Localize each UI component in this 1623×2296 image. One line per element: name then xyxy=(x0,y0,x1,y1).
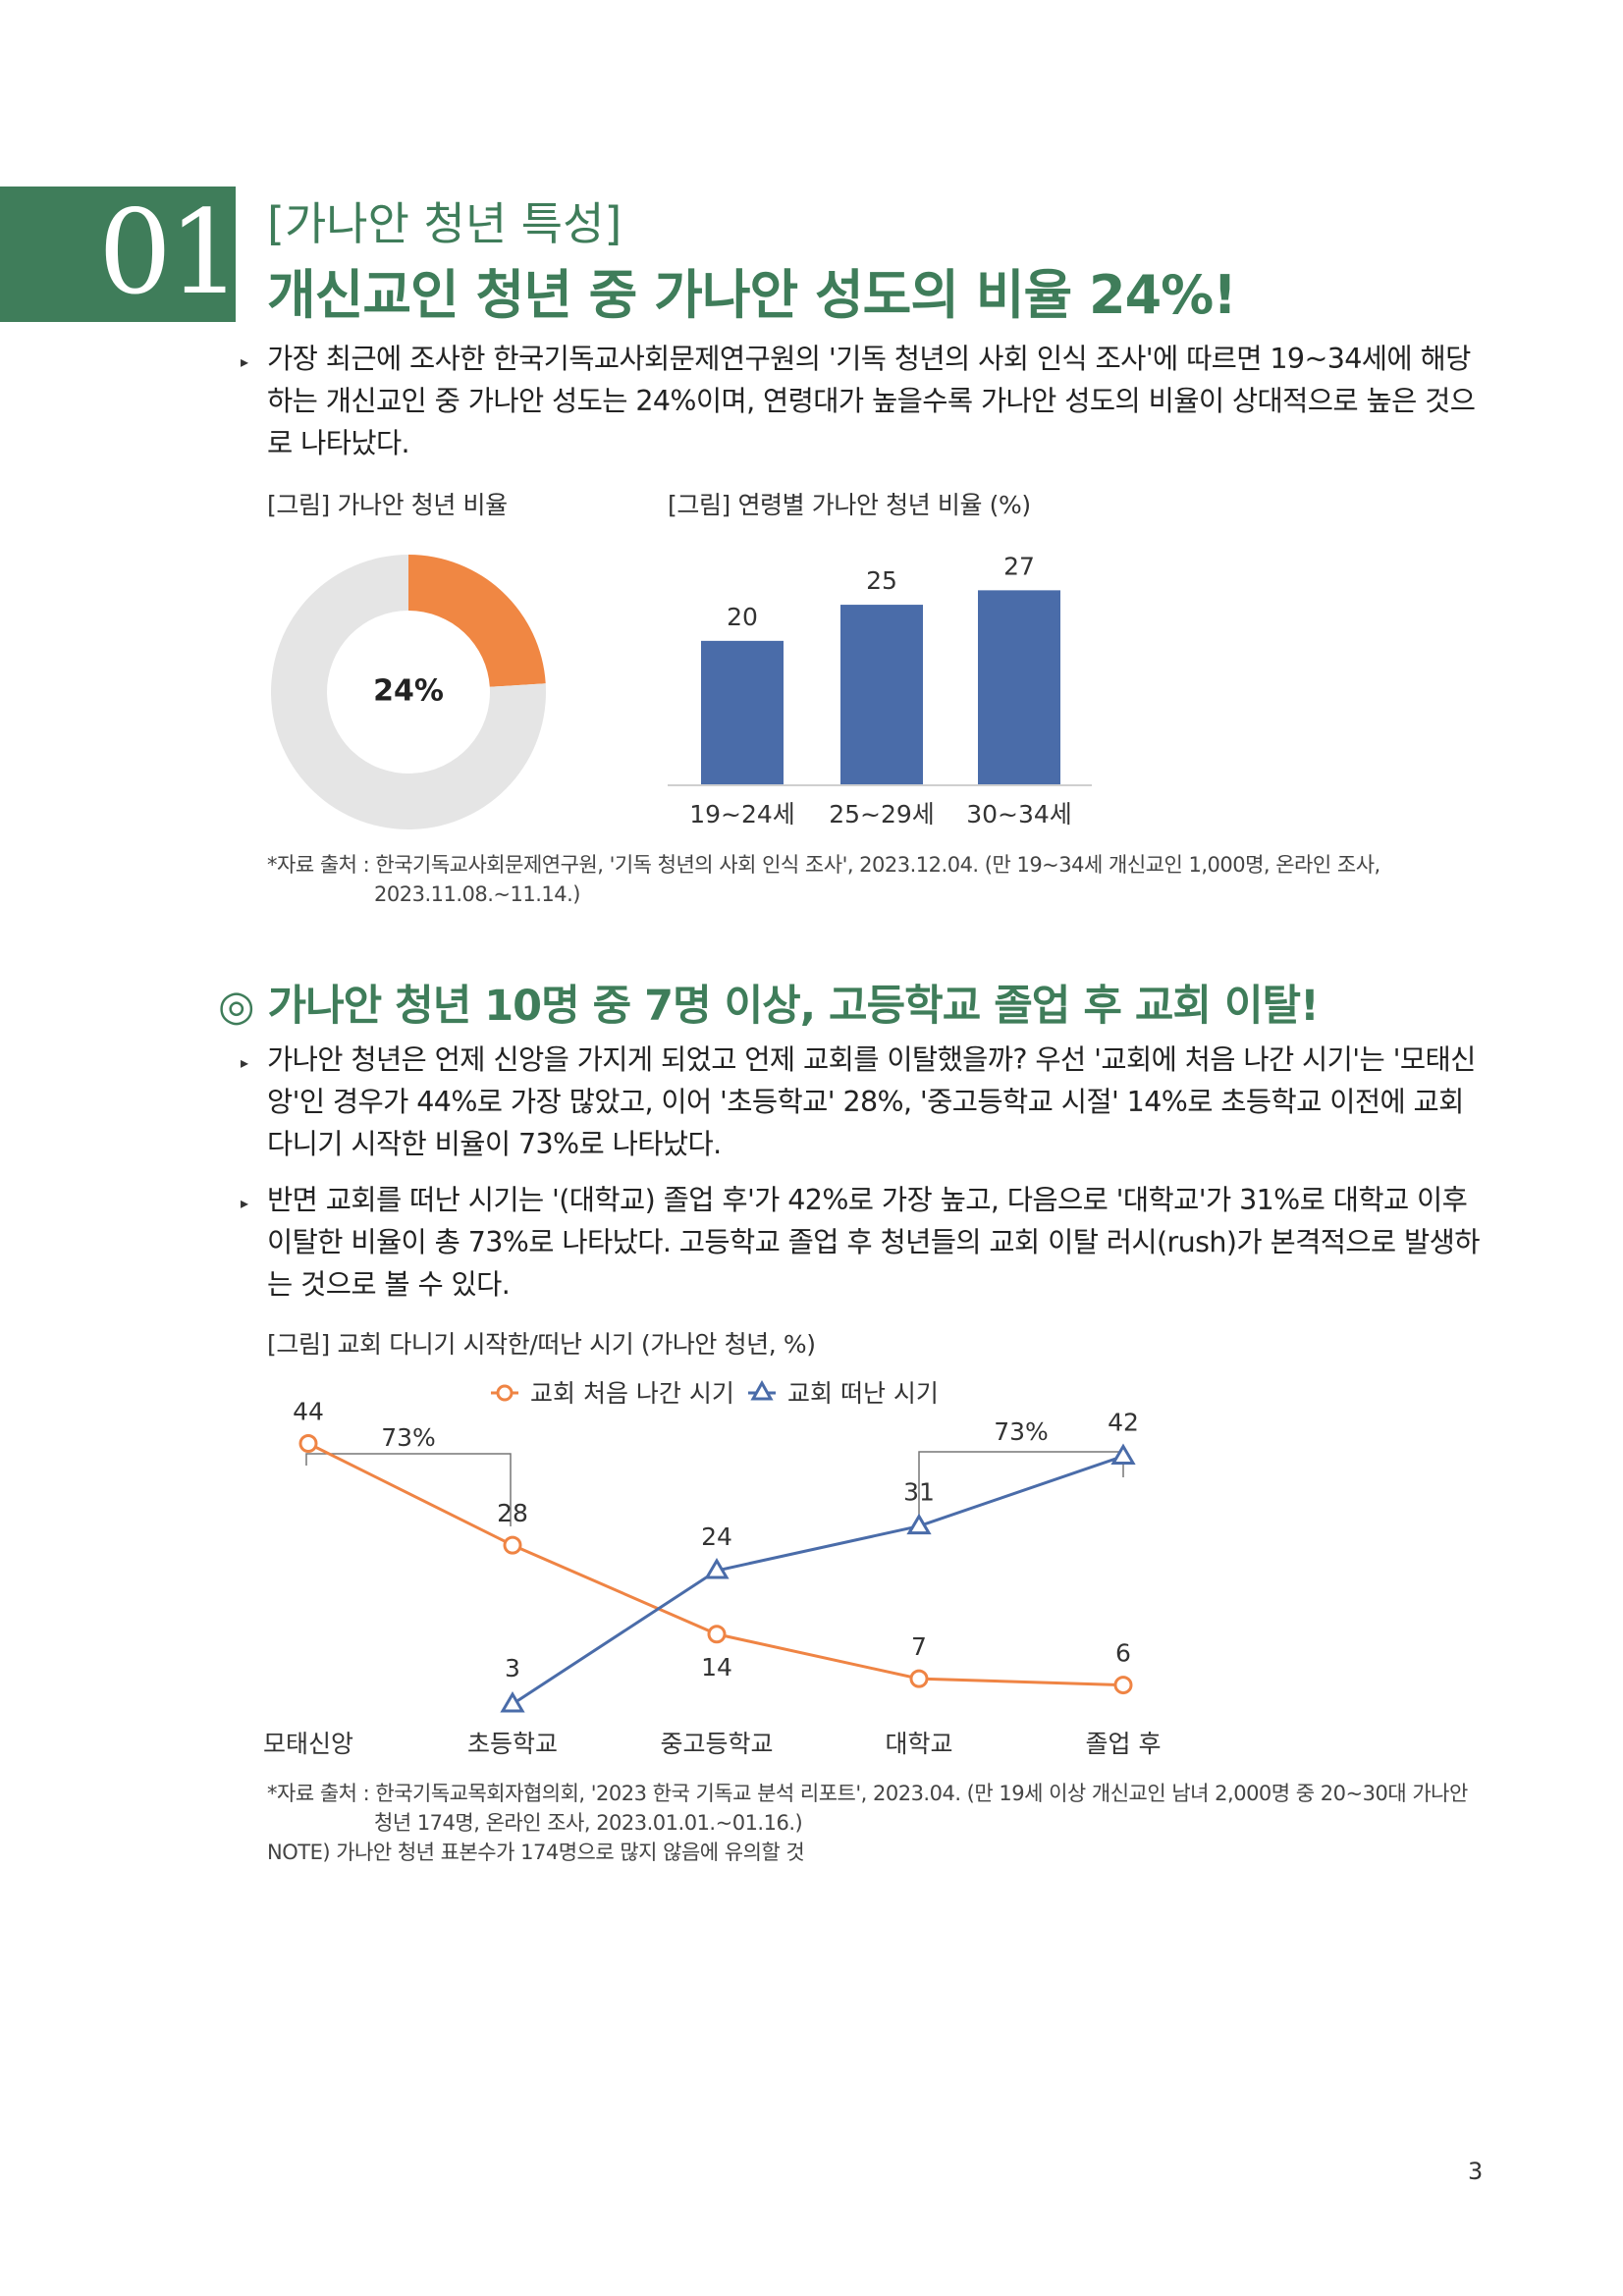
bullet-icon: ▸ xyxy=(241,1053,249,1072)
point-first-attend-2 xyxy=(707,1625,727,1644)
label-leave-1: 3 xyxy=(505,1654,520,1682)
donut-center-label: 24% xyxy=(373,674,444,709)
legend: 교회 처음 나간 시기 교회 떠난 시기 xyxy=(491,1379,939,1408)
point-leave-4 xyxy=(1110,1443,1136,1465)
subheading-text: 가나안 청년 10명 중 7명 이상, 고등학교 졸업 후 교회 이탈! xyxy=(267,982,1320,1031)
bar-category-label-0: 19~24세 xyxy=(689,800,795,828)
point-leave-2 xyxy=(704,1558,730,1579)
line-category-label-3: 대학교 xyxy=(885,1730,952,1758)
bullet-icon: ▸ xyxy=(241,352,249,371)
bracket-right-label: 73% xyxy=(994,1417,1049,1446)
label-first-attend-2: 14 xyxy=(701,1653,732,1682)
source-note-2-line-1: *자료 출처 : 한국기독교목회자협의회, '2023 한국 기독교 분석 리포… xyxy=(267,1782,1468,1805)
point-first-attend-0 xyxy=(298,1434,318,1453)
line-category-label-1: 초등학교 xyxy=(467,1730,558,1758)
label-leave-4: 42 xyxy=(1108,1408,1139,1436)
subheading: ◎ 가나안 청년 10명 중 7명 이상, 고등학교 졸업 후 교회 이탈! xyxy=(218,972,1320,1033)
bracket-left xyxy=(305,1453,512,1526)
bar-chart: 20 19~24세 25 25~29세 27 30~34세 xyxy=(668,552,1092,828)
donut-chart-caption: [그림] 가나안 청년 비율 xyxy=(267,491,508,519)
bar-2 xyxy=(978,590,1060,785)
line-category-label-4: 졸업 후 xyxy=(1086,1730,1162,1758)
bar-1 xyxy=(840,605,923,785)
source-note-1-line-2: 2023.11.08.~11.14.) xyxy=(374,882,581,906)
paragraph-leave-period: 반면 교회를 떠난 시기는 '(대학교) 졸업 후'가 42%로 가장 높고, … xyxy=(267,1184,1480,1301)
source-note-2: *자료 출처 : 한국기독교목회자협의회, '2023 한국 기독교 분석 리포… xyxy=(267,1779,1543,1867)
section-subtitle: [가나안 청년 특성] xyxy=(267,197,622,250)
donut-slice-0 xyxy=(408,555,546,687)
label-first-attend-0: 44 xyxy=(293,1398,324,1426)
point-first-attend-4 xyxy=(1113,1676,1133,1695)
source-note-1: *자료 출처 : 한국기독교사회문제연구원, '기독 청년의 사회 인식 조사'… xyxy=(267,850,1543,909)
page-number: 3 xyxy=(1468,2158,1484,2185)
point-leave-3 xyxy=(906,1513,932,1535)
point-first-attend-1 xyxy=(503,1535,522,1555)
section-number: 01 xyxy=(98,185,242,320)
donut-slice-1 xyxy=(271,555,546,829)
section-title: 개신교인 청년 중 가나안 성도의 비율 24%! xyxy=(267,264,1237,326)
line-series-1 xyxy=(512,1455,1124,1706)
point-first-attend-3 xyxy=(909,1669,929,1688)
line-category-label-2: 중고등학교 xyxy=(660,1730,773,1758)
label-first-attend-1: 28 xyxy=(497,1499,528,1527)
line-chart-caption: [그림] 교회 다니기 시작한/떠난 시기 (가나안 청년, %) xyxy=(267,1330,816,1359)
legend-triangle-marker xyxy=(750,1379,774,1401)
line-category-label-0: 모태신앙 xyxy=(263,1730,353,1758)
source-note-1-line-1: *자료 출처 : 한국기독교사회문제연구원, '기독 청년의 사회 인식 조사'… xyxy=(267,853,1380,877)
source-note-2-line-3: NOTE) 가나안 청년 표본수가 174명으로 많지 않음에 유의할 것 xyxy=(267,1841,805,1864)
source-note-2-line-2: 청년 174명, 온라인 조사, 2023.01.01.~01.16.) xyxy=(374,1811,803,1835)
label-leave-3: 31 xyxy=(903,1478,935,1507)
legend-label-leave: 교회 떠난 시기 xyxy=(787,1379,939,1408)
label-leave-2: 24 xyxy=(701,1522,732,1551)
bracket-left-label: 73% xyxy=(381,1423,436,1452)
double-circle-icon: ◎ xyxy=(218,982,255,1031)
label-first-attend-3: 7 xyxy=(911,1632,927,1661)
label-first-attend-4: 6 xyxy=(1115,1639,1131,1668)
bar-category-label-1: 25~29세 xyxy=(829,800,935,828)
donut-chart: 24% xyxy=(271,555,546,829)
bar-value-label-0: 20 xyxy=(727,603,758,631)
bar-value-label-1: 25 xyxy=(866,566,897,595)
paragraph-join-period: 가나안 청년은 언제 신앙을 가지게 되었고 언제 교회를 이탈했을까? 우선 … xyxy=(267,1043,1476,1160)
point-leave-1 xyxy=(500,1691,525,1713)
legend-label-first-attend: 교회 처음 나간 시기 xyxy=(530,1379,734,1408)
line-chart: 교회 처음 나간 시기 교회 떠난 시기 73% 73% 44 28 14 7 6 3 24… xyxy=(263,1379,1162,1758)
bar-chart-caption: [그림] 연령별 가나안 청년 비율 (%) xyxy=(668,491,1031,519)
section-number-block xyxy=(0,187,236,322)
paragraph-intro: 가장 최근에 조사한 한국기독교사회문제연구원의 '기독 청년의 사회 인식 조… xyxy=(267,343,1476,459)
bar-category-label-2: 30~34세 xyxy=(966,800,1072,828)
bar-0 xyxy=(701,640,784,785)
bracket-right xyxy=(918,1451,1124,1524)
bar-value-label-2: 27 xyxy=(1003,552,1035,580)
legend-circle-marker xyxy=(496,1384,514,1402)
bullet-icon: ▸ xyxy=(241,1194,249,1212)
